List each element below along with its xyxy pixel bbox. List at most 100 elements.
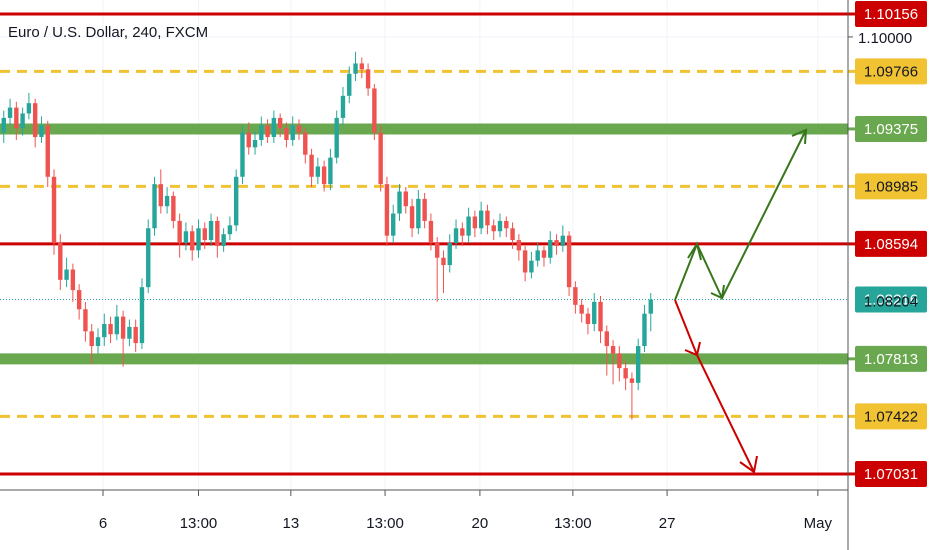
arrow-head: [710, 284, 725, 300]
candle-body: [497, 220, 503, 232]
candle-body: [598, 301, 603, 332]
candle-body: [246, 132, 251, 148]
candle-body: [76, 290, 82, 310]
candle-body: [296, 125, 302, 133]
arrow-head: [739, 455, 758, 474]
candle-body: [372, 88, 377, 133]
price-label: 1.09375: [864, 121, 918, 138]
x-tick-label: 13:00: [366, 515, 404, 532]
candle-body: [416, 198, 421, 229]
candle-body: [26, 103, 32, 114]
price-label-box: [855, 173, 927, 200]
x-tick-label: 13: [282, 515, 299, 532]
candle-body: [7, 107, 13, 118]
candle-body: [215, 220, 220, 246]
candle-body: [453, 228, 459, 244]
candle-body: [133, 326, 138, 344]
candle-body: [434, 243, 440, 258]
price-label-box: [855, 0, 927, 27]
candle-body: [127, 326, 132, 339]
candle-body: [629, 378, 635, 383]
candle-body: [108, 323, 113, 335]
bullish-path: [674, 129, 807, 301]
candle-body: [510, 228, 515, 241]
candle-body: [472, 216, 478, 229]
candle-body: [635, 346, 641, 383]
candle-body: [604, 331, 609, 347]
candle-body: [403, 191, 408, 207]
candle-body: [516, 240, 522, 251]
candle-body: [522, 250, 528, 273]
candle-body: [83, 309, 88, 332]
candle-body: [447, 243, 452, 266]
price-label: 1.09766: [864, 63, 918, 80]
candle-body: [460, 228, 465, 236]
candle-body: [284, 128, 289, 140]
candle-body: [120, 316, 126, 339]
price-labels: 1.10156 1.09766 1.09375 1.08985 1.08594 1.078…: [855, 0, 927, 487]
axes: 6 13:00 13 13:00 20 13:00 27 May 1.10000: [99, 30, 912, 532]
price-label: 1.07031: [864, 466, 918, 483]
price-label: 1.08216: [864, 292, 918, 309]
candle-body: [585, 313, 591, 324]
candle-body: [642, 313, 647, 347]
candle-body: [277, 117, 283, 129]
candle-body: [1, 117, 6, 133]
candle-body: [70, 269, 76, 291]
candle-body: [441, 257, 446, 266]
candle-body: [378, 132, 383, 185]
candle-body: [328, 157, 333, 185]
candle-body: [359, 63, 365, 70]
candle-body: [259, 125, 264, 140]
price-label-box: [855, 230, 927, 257]
x-tick-label: 20: [472, 515, 489, 532]
candle-body: [560, 235, 566, 246]
candle-body: [529, 260, 534, 273]
x-tick-label: 13:00: [554, 515, 592, 532]
price-label-box: [855, 286, 927, 313]
price-label: 1.07422: [864, 408, 918, 425]
candle-body: [158, 184, 164, 207]
candle-body: [548, 240, 553, 258]
candle-body: [233, 176, 239, 226]
candle-body: [290, 125, 295, 140]
candle-body: [221, 234, 226, 246]
price-label: 1.08594: [864, 236, 918, 253]
candle-body: [428, 220, 434, 244]
candle-body: [102, 323, 107, 338]
candle-body: [20, 113, 25, 129]
candle-body: [202, 228, 207, 241]
candle-body: [566, 235, 572, 288]
x-tick-label: 6: [99, 515, 107, 532]
candle-body: [391, 213, 396, 236]
candle-body: [541, 250, 547, 258]
price-label-box: [855, 58, 927, 85]
candle-body: [579, 304, 584, 314]
arrow-head: [684, 341, 701, 357]
candle-body: [309, 154, 314, 177]
arrow-head: [687, 241, 702, 261]
candle-body: [466, 216, 471, 236]
price-label-box: [855, 403, 927, 430]
candle-body: [478, 210, 484, 229]
arrow-head: [791, 128, 808, 145]
candle-body: [592, 301, 597, 324]
candle-body: [227, 225, 233, 235]
candle-body: [114, 316, 120, 335]
candle-body: [51, 176, 57, 244]
candle-body: [321, 166, 327, 185]
candle-body: [384, 184, 390, 236]
candle-body: [535, 250, 540, 261]
candle-body: [164, 195, 170, 207]
candle-body: [58, 243, 63, 280]
candle-body: [177, 220, 182, 244]
candle-body: [208, 220, 214, 241]
candle-body: [183, 231, 189, 244]
candle-body: [315, 166, 321, 177]
candle-body: [190, 231, 195, 251]
candle-body: [491, 225, 496, 232]
price-label: 1.08985: [864, 178, 918, 195]
x-tick-label: May: [804, 515, 833, 532]
